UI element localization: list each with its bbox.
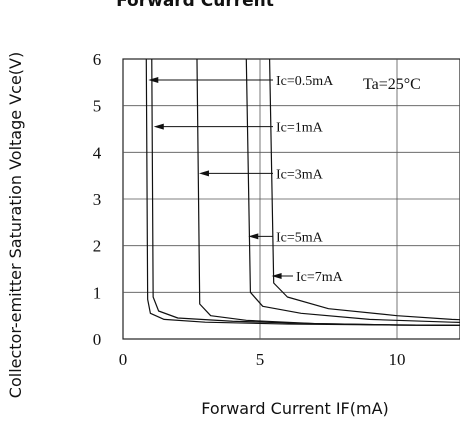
series-line — [268, 58, 460, 321]
series-line — [245, 58, 460, 323]
annotation-arrowhead — [248, 233, 259, 240]
series-line — [196, 58, 460, 326]
annotation-label: Ic=5mA — [276, 230, 324, 245]
annotations-group: Ic=0.5mA Ic=1mA Ic=3mA Ic=5mA Ic=7mA — [148, 74, 344, 285]
x-tick-label: 5 — [256, 350, 265, 369]
annotation-arrowhead — [198, 170, 209, 177]
y-axis-label: Collector-emitter Saturation Voltage Vce… — [6, 52, 25, 398]
series-line — [145, 58, 460, 326]
x-tick-labels: 0 5 10 — [119, 350, 406, 369]
grid — [123, 59, 460, 339]
y-tick-label: 3 — [93, 190, 102, 209]
annotation-label: Ic=1mA — [276, 121, 324, 136]
chart-title: Forward Current — [116, 0, 274, 11]
annotation-arrowhead — [153, 123, 164, 130]
y-tick-label: 5 — [93, 97, 102, 116]
y-tick-label: 2 — [93, 237, 102, 256]
annotation-label: Ic=0.5mA — [276, 74, 334, 89]
annotation-arrowhead — [271, 273, 282, 279]
x-tick-label: 0 — [119, 350, 128, 369]
annotation-label: Ic=7mA — [296, 270, 344, 285]
x-tick-label: 10 — [389, 350, 406, 369]
condition-label: Ta=25°C — [363, 76, 421, 93]
x-axis-label: Forward Current IF(mA) — [201, 399, 389, 418]
y-tick-label: 6 — [93, 50, 102, 69]
y-tick-label: 0 — [93, 330, 102, 349]
annotation-arrowhead — [148, 77, 159, 83]
annotation-label: Ic=3mA — [276, 167, 324, 182]
y-tick-label: 1 — [93, 283, 102, 302]
series-group — [145, 58, 460, 326]
y-tick-label: 4 — [93, 143, 102, 162]
y-tick-labels: 0 1 2 3 4 5 6 — [93, 50, 102, 349]
